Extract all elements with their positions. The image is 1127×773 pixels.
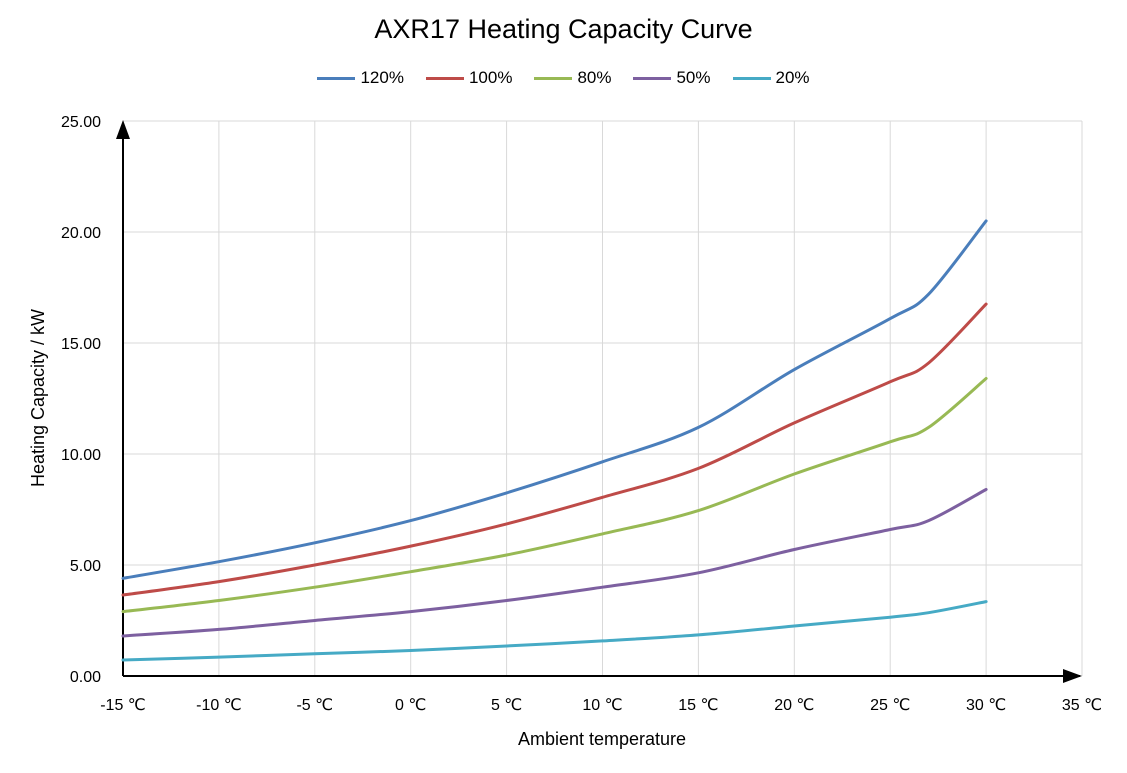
x-tick-label: -15 ℃ [100, 697, 146, 714]
series-line-3 [121, 488, 988, 638]
x-tick-label: 35 ℃ [1062, 697, 1102, 714]
y-tick-label: 0.00 [70, 669, 101, 686]
legend-label: 120% [360, 68, 404, 87]
series-line-4 [121, 600, 988, 662]
y-axis-arrow [116, 120, 130, 139]
series-line-2 [121, 377, 988, 614]
series-group [121, 219, 988, 662]
series-line-0 [121, 219, 988, 580]
y-axis-title: Heating Capacity / kW [28, 309, 48, 487]
legend-swatch [534, 76, 573, 80]
x-tick-label: 10 ℃ [582, 697, 622, 714]
y-tick-label: 15.00 [61, 336, 101, 353]
axes [116, 120, 1082, 683]
legend: 120% 100% 80% 50% 20% [0, 68, 1127, 88]
legend-swatch [317, 76, 356, 80]
x-axis-title: Ambient temperature [518, 729, 686, 749]
legend-label: 20% [775, 68, 810, 87]
x-tick-label: 15 ℃ [678, 697, 718, 714]
legend-label: 80% [577, 68, 612, 87]
y-tick-label: 25.00 [61, 114, 101, 131]
x-tick-label: 30 ℃ [966, 697, 1006, 714]
legend-label: 100% [468, 68, 513, 87]
legend-label: 50% [676, 68, 711, 87]
legend-swatch [633, 76, 672, 80]
x-tick-label: 0 ℃ [395, 697, 426, 714]
chart-title: AXR17 Heating Capacity Curve [374, 14, 753, 44]
series-line-1 [121, 302, 988, 597]
legend-item-3: 50% [633, 68, 711, 88]
x-tick-label: 25 ℃ [870, 697, 910, 714]
tick-labels: 0.00 5.00 10.00 15.00 20.00 25.00 -15 ℃ -10 ℃ -5… [28, 114, 1102, 749]
legend-swatch [732, 76, 771, 80]
y-tick-label: 20.00 [61, 225, 101, 242]
y-tick-label: 5.00 [70, 558, 101, 575]
x-tick-label: 20 ℃ [774, 697, 814, 714]
legend-item-2: 80% [534, 68, 611, 88]
x-tick-label: 5 ℃ [491, 697, 522, 714]
y-tick-label: 10.00 [61, 447, 101, 464]
legend-item-0: 120% [317, 68, 404, 88]
legend-swatch [425, 76, 464, 80]
x-tick-label: -5 ℃ [296, 697, 333, 714]
legend-item-4: 20% [732, 68, 810, 88]
x-axis-arrow [1063, 669, 1082, 683]
grid [123, 120, 1083, 676]
legend-item-1: 100% [425, 68, 513, 88]
x-tick-label: -10 ℃ [196, 697, 242, 714]
